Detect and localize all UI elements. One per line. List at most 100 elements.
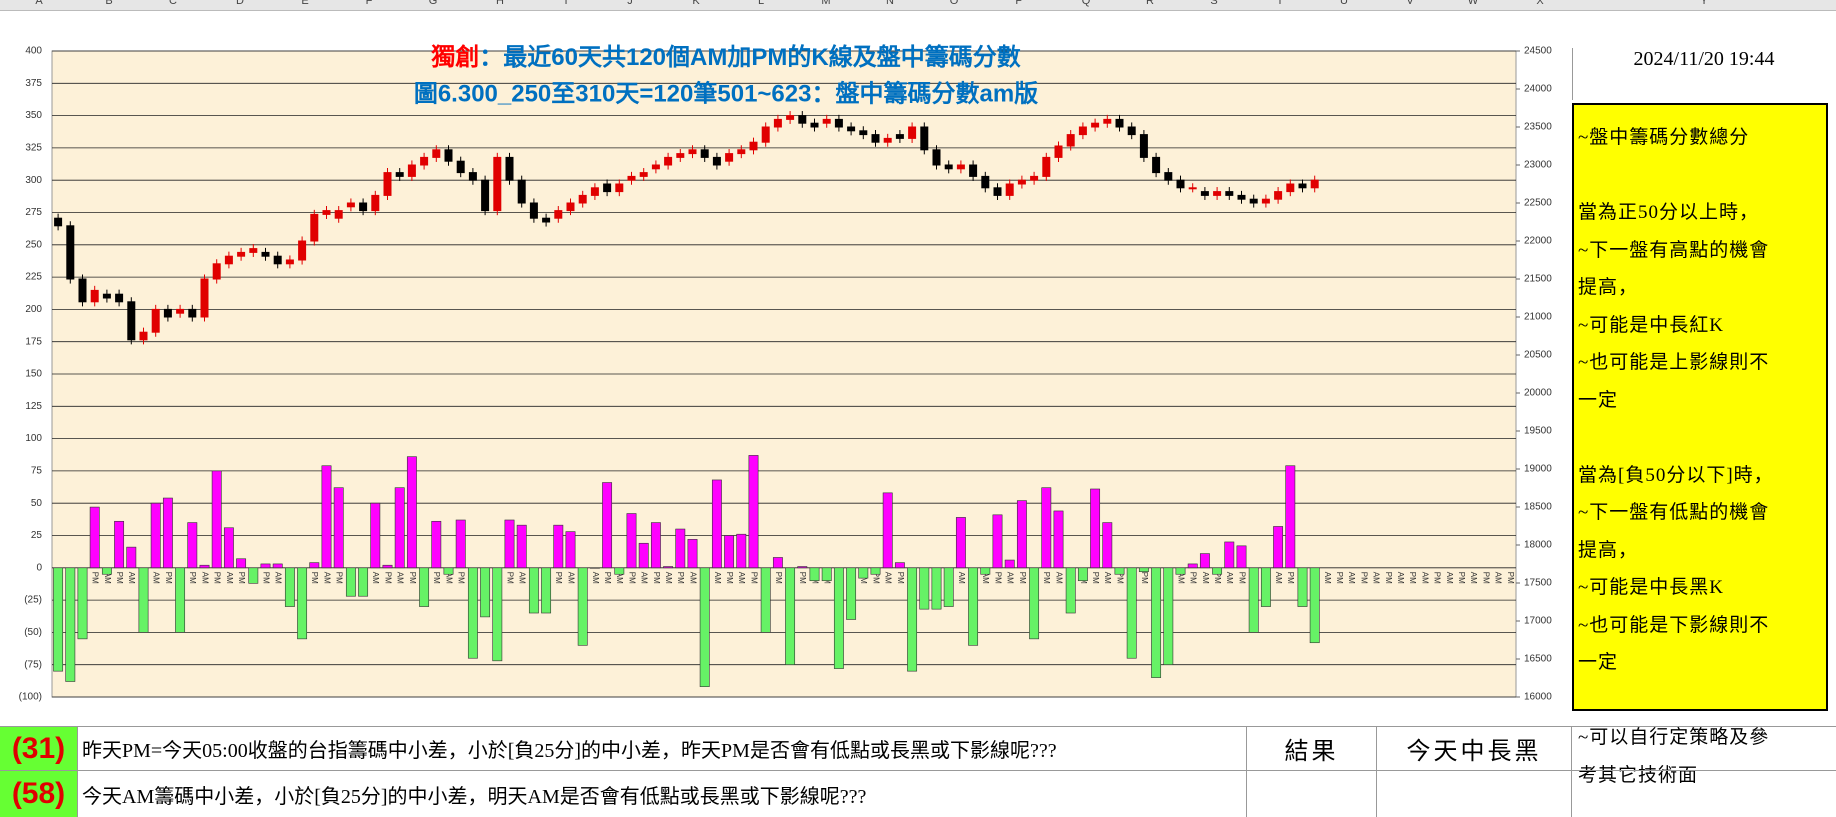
x-tick-label: PM: [237, 572, 246, 584]
bar: [1151, 567, 1162, 678]
y-tick-label: 150: [25, 369, 42, 380]
x-tick-label: PM: [261, 572, 270, 584]
note-paragraph: 當為[負50分以下]時， ~下一盤有低點的機會 提高， ~可能是中長黑K ~也可能是下影…: [1578, 457, 1826, 682]
column-header: Q: [1081, 0, 1091, 7]
x-tick-label: PM: [115, 572, 124, 584]
candle-body: [1091, 122, 1100, 128]
x-tick-label: AM: [566, 572, 575, 584]
x-tick-label: AM: [591, 572, 600, 584]
candle-body: [1176, 179, 1185, 189]
bar: [1248, 567, 1259, 633]
candle-body: [749, 141, 758, 151]
candle-body: [615, 183, 624, 193]
bar: [406, 456, 417, 569]
bar: [711, 479, 722, 569]
candle-body: [420, 156, 429, 166]
column-header: S: [1210, 0, 1218, 7]
candle-body: [859, 130, 868, 136]
candle-body: [908, 126, 917, 139]
bar: [772, 557, 783, 569]
bar: [321, 465, 332, 569]
bar: [589, 567, 600, 569]
x-tick-label: PM: [871, 572, 880, 584]
candle-body: [956, 164, 965, 170]
y2-tick-label: 19000: [1524, 464, 1552, 475]
y2-tick-label: 17500: [1524, 578, 1552, 589]
y2-tick-label: 23000: [1524, 160, 1552, 171]
x-tick-label: PM: [91, 572, 100, 584]
candle-body: [627, 175, 636, 181]
bar: [736, 533, 747, 569]
x-tick-label: AM: [1420, 572, 1429, 584]
bar: [370, 502, 381, 569]
y-tick-label: 350: [25, 110, 42, 121]
bar: [53, 567, 64, 672]
bar: [187, 522, 198, 569]
bar: [980, 567, 991, 575]
bar: [248, 567, 259, 584]
y2-tick-label: 22500: [1524, 198, 1552, 209]
candle-body: [1298, 183, 1307, 189]
x-tick-label: AM: [713, 572, 722, 584]
bar: [1065, 567, 1076, 614]
column-header: E: [301, 0, 309, 7]
x-tick-label: PM: [1359, 572, 1368, 584]
bar: [455, 519, 466, 569]
candle-body: [273, 255, 282, 265]
y2-tick-label: 21000: [1524, 312, 1552, 323]
bar: [333, 487, 344, 569]
x-tick-label: PM: [1018, 572, 1027, 584]
column-header: P: [1015, 0, 1023, 7]
bar: [858, 567, 869, 579]
x-tick-label: PM: [627, 572, 636, 584]
candle-body: [566, 202, 575, 212]
candle-body: [456, 160, 465, 174]
x-tick-label: PM: [652, 572, 661, 584]
score-cell: (31): [0, 727, 78, 770]
note-line: ~可能是中長紅K: [1578, 314, 1725, 336]
bar: [1212, 567, 1223, 575]
column-header: X: [1536, 0, 1544, 7]
x-tick-label: PM: [1408, 572, 1417, 584]
candle-body: [1066, 134, 1075, 147]
bar: [260, 563, 271, 569]
bar: [1163, 567, 1174, 665]
bar: [687, 539, 698, 569]
bar: [602, 482, 613, 569]
bar: [992, 514, 1003, 569]
x-tick-label: PM: [188, 572, 197, 584]
x-tick-label: AM: [1445, 572, 1454, 584]
candle-body: [1054, 145, 1063, 158]
text-cell: 昨天PM=今天05:00收盤的台指籌碼中小差，小於[負25分]的中小差，昨天PM…: [78, 727, 1247, 770]
bar: [1041, 487, 1052, 569]
bar: [199, 564, 210, 569]
y-tick-label: 175: [25, 336, 42, 347]
bar: [663, 566, 674, 569]
bar: [419, 567, 430, 607]
note-line: 當為正50分以上時，: [1578, 202, 1760, 223]
x-tick-label: AM: [518, 572, 527, 584]
bar: [467, 567, 478, 659]
chart: (100) (75) (50) (25) 0 25 50 75 100 125 150 175 200 2…: [0, 11, 1570, 723]
x-tick-label: PM: [1384, 572, 1393, 584]
candle-body: [1310, 179, 1319, 189]
x-tick-label: PM: [1237, 572, 1246, 584]
bar: [77, 567, 88, 640]
bar: [175, 567, 186, 633]
column-header: H: [496, 0, 504, 7]
title-highlight: 獨創: [430, 44, 479, 71]
candle-body: [1103, 118, 1112, 124]
candle-body: [200, 278, 209, 318]
candle-body: [932, 149, 941, 166]
note-line: 一定: [1578, 652, 1619, 673]
x-tick-label: PM: [1115, 572, 1124, 584]
column-header: I: [564, 0, 568, 7]
x-tick-label: PM: [1140, 572, 1149, 584]
y-tick-label: 250: [25, 239, 42, 250]
x-tick-label: PM: [310, 572, 319, 584]
bar: [724, 535, 735, 569]
column-header: G: [428, 0, 438, 7]
x-tick-label: PM: [408, 572, 417, 584]
x-tick-label: AM: [1494, 572, 1503, 584]
x-tick-label: AM: [371, 572, 380, 584]
